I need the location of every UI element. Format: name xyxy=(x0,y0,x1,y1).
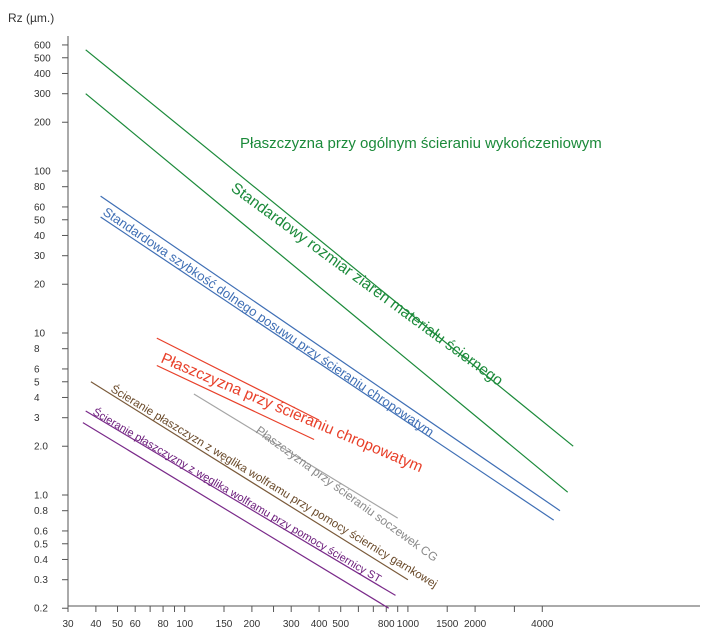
y-tick-label: 0.4 xyxy=(34,555,48,566)
y-tick-label: 4 xyxy=(34,393,40,404)
x-tick-label: 30 xyxy=(62,619,74,630)
x-tick-label: 200 xyxy=(244,619,261,630)
series-line-4 xyxy=(100,216,555,521)
y-tick-label: 1.0 xyxy=(34,491,48,502)
annotation-standard-grain-label: Standardowy rozmiar ziaren materiału ści… xyxy=(228,180,506,390)
y-tick-label: 50 xyxy=(34,215,46,226)
y-tick-label: 100 xyxy=(34,167,51,178)
y-tick-label: 200 xyxy=(34,118,51,129)
y-tick-label: 30 xyxy=(34,251,46,262)
y-tick-label: 80 xyxy=(34,182,46,193)
series-line-2 xyxy=(85,93,569,493)
y-tick-label: 0.5 xyxy=(34,539,48,550)
y-tick-label: 40 xyxy=(34,231,46,242)
x-tick-label: 80 xyxy=(158,619,170,630)
curve-labels: Płaszczyzna przy ogólnym ścieraniu wykoń… xyxy=(90,135,601,591)
series-line-10 xyxy=(82,422,390,609)
y-tick-label: 20 xyxy=(34,280,46,291)
x-tick-label: 1000 xyxy=(397,619,420,630)
y-tick-label: 3 xyxy=(34,413,40,424)
series-line-3 xyxy=(100,195,561,512)
y-tick-label: 0.6 xyxy=(34,526,48,537)
y-tick-label: 2.0 xyxy=(34,442,48,453)
y-tick-label: 0.3 xyxy=(34,575,48,586)
y-axis-title-text: Rz (µm.) xyxy=(8,11,54,25)
x-tick-label: 400 xyxy=(311,619,328,630)
x-tick-label: 300 xyxy=(283,619,300,630)
y-tick-label: 0.8 xyxy=(34,506,48,517)
series-line-6 xyxy=(156,364,315,441)
y-axis-title: Rz (µm.) xyxy=(8,11,54,25)
x-tick-label: 1500 xyxy=(436,619,459,630)
x-tick-label: 800 xyxy=(378,619,395,630)
x-tick-label: 500 xyxy=(332,619,349,630)
y-tick-label: 6 xyxy=(34,364,40,375)
y-tick-label: 0.2 xyxy=(34,604,48,615)
y-tick-label: 300 xyxy=(34,89,51,100)
series-line-8 xyxy=(90,381,409,581)
annotation-finishing-label: Płaszczyzna przy ogólnym ścieraniu wykoń… xyxy=(240,135,602,152)
series-lines xyxy=(82,49,574,609)
x-tick-label: 100 xyxy=(176,619,193,630)
y-axis-ticks: 600 500 400 300 200 100 80 60 50 40 30 20 10 8 6 5 4 3 2.0… xyxy=(34,40,68,615)
x-tick-label: 4000 xyxy=(531,619,554,630)
y-tick-label: 60 xyxy=(34,202,46,213)
y-tick-label: 400 xyxy=(34,69,51,80)
x-axis-ticks: 30 40 50 60 80 100 150 200 300 400 500 800 1000 1500 2… xyxy=(62,606,554,630)
series-line-7 xyxy=(193,393,399,519)
series-line-9 xyxy=(85,410,396,596)
series-line-5 xyxy=(156,337,320,421)
x-tick-label: 2000 xyxy=(464,619,487,630)
series-line-1 xyxy=(85,49,574,447)
x-tick-label: 40 xyxy=(90,619,102,630)
x-tick-label: 150 xyxy=(216,619,233,630)
y-tick-label: 600 xyxy=(34,40,51,51)
y-tick-label: 500 xyxy=(34,53,51,64)
y-tick-label: 10 xyxy=(34,329,46,340)
x-tick-label: 60 xyxy=(130,619,142,630)
y-tick-label: 8 xyxy=(34,344,40,355)
y-tick-label: 5 xyxy=(34,377,40,388)
x-tick-label: 50 xyxy=(112,619,124,630)
